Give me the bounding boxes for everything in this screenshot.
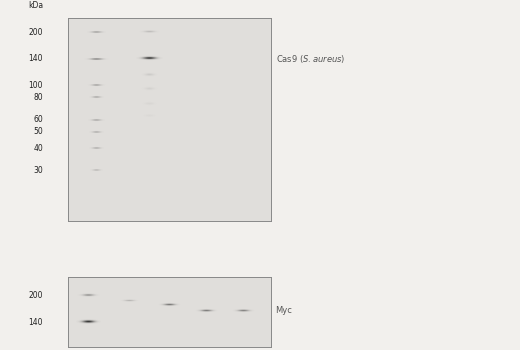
Text: Cas9 ($\it{S. aureus}$): Cas9 ($\it{S. aureus}$) [276,53,345,65]
Text: 140: 140 [29,54,43,63]
Text: 140: 140 [29,318,43,327]
Text: 60: 60 [33,115,43,124]
Text: 100: 100 [29,81,43,90]
Text: 200: 200 [29,291,43,300]
Text: Myc: Myc [276,306,292,315]
Text: 50: 50 [33,127,43,136]
Text: 200: 200 [29,28,43,37]
Text: 80: 80 [33,93,43,102]
Text: 40: 40 [33,144,43,153]
Text: kDa: kDa [28,1,43,10]
Text: 30: 30 [33,166,43,175]
